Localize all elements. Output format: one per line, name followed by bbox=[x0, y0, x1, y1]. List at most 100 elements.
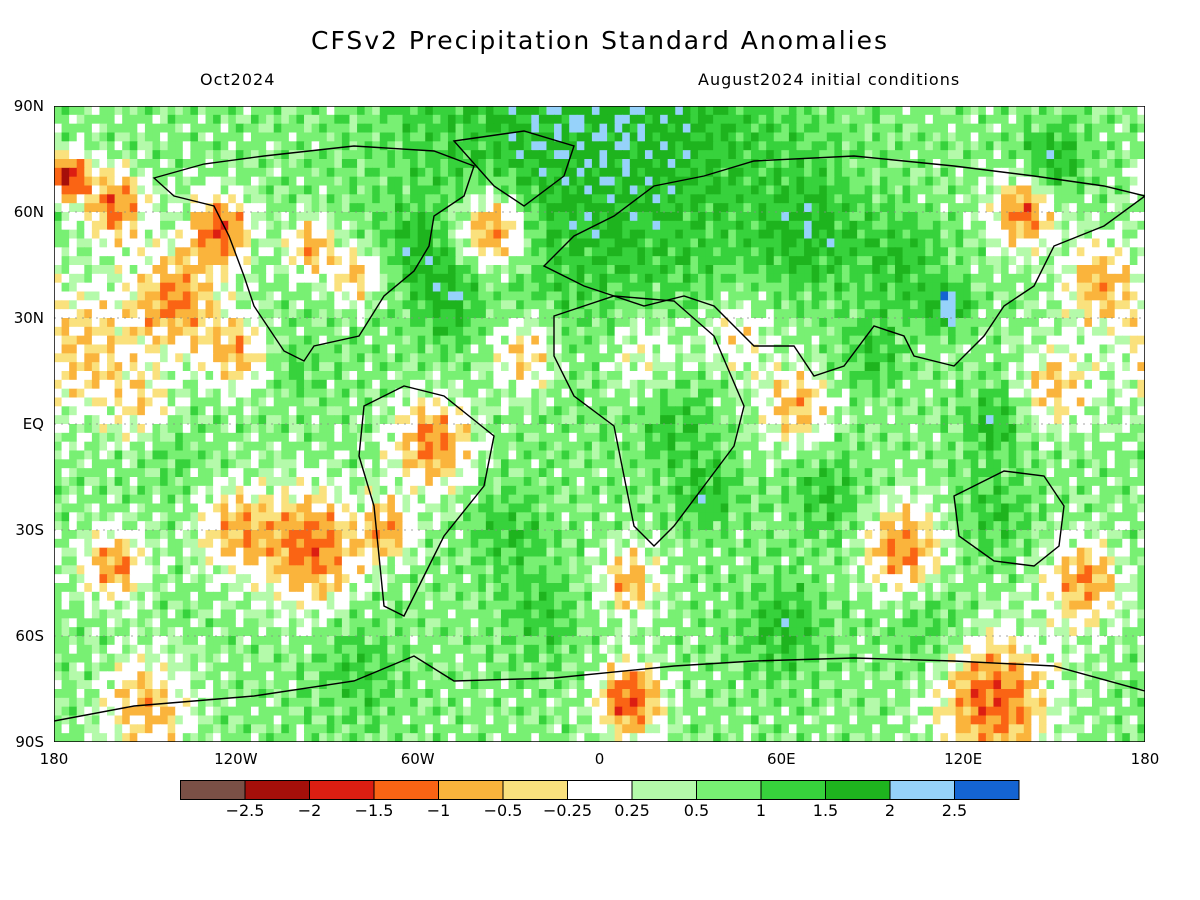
anomaly-cell bbox=[296, 326, 305, 337]
anomaly-cell bbox=[76, 238, 85, 248]
anomaly-cell bbox=[758, 185, 767, 195]
anomaly-cell bbox=[250, 159, 260, 169]
anomaly-cell bbox=[720, 123, 729, 134]
anomaly-cell bbox=[160, 344, 169, 354]
anomaly-cell bbox=[978, 106, 987, 116]
anomaly-cell bbox=[1122, 397, 1131, 407]
anomaly-cell bbox=[394, 106, 404, 116]
anomaly-cell bbox=[804, 335, 813, 346]
anomaly-cell bbox=[985, 353, 995, 363]
anomaly-cell bbox=[1114, 273, 1123, 284]
anomaly-cell bbox=[84, 318, 93, 328]
anomaly-cell bbox=[660, 300, 669, 310]
anomaly-cell bbox=[304, 123, 313, 134]
anomaly-cell bbox=[622, 185, 631, 195]
anomaly-cell bbox=[819, 371, 828, 381]
anomaly-cell bbox=[387, 238, 396, 248]
anomaly-cell bbox=[872, 150, 881, 160]
anomaly-cell bbox=[213, 406, 222, 416]
anomaly-cell bbox=[84, 300, 93, 310]
anomaly-cell bbox=[61, 406, 70, 416]
anomaly-cell bbox=[364, 212, 373, 222]
anomaly-cell bbox=[1107, 344, 1116, 354]
anomaly-cell bbox=[531, 220, 540, 231]
anomaly-cell bbox=[637, 326, 646, 337]
anomaly-cell bbox=[114, 256, 123, 266]
anomaly-cell bbox=[834, 176, 843, 187]
anomaly-cell bbox=[1122, 159, 1131, 169]
anomaly-cell bbox=[107, 229, 116, 240]
anomaly-cell bbox=[144, 114, 154, 125]
anomaly-cell bbox=[501, 300, 510, 310]
anomaly-cell bbox=[91, 309, 101, 319]
anomaly-cell bbox=[319, 265, 328, 275]
anomaly-cell bbox=[296, 300, 305, 310]
anomaly-cell bbox=[501, 203, 510, 213]
anomaly-cell bbox=[554, 194, 563, 204]
anomaly-cell bbox=[690, 362, 699, 372]
anomaly-cell bbox=[175, 176, 184, 187]
anomaly-cell bbox=[447, 247, 457, 257]
anomaly-cell bbox=[137, 203, 146, 213]
anomaly-cell bbox=[281, 282, 290, 293]
anomaly-cell bbox=[523, 238, 532, 248]
anomaly-cell bbox=[826, 388, 835, 399]
anomaly-cell bbox=[720, 326, 729, 337]
anomaly-cell bbox=[940, 256, 949, 266]
anomaly-cell bbox=[213, 265, 222, 275]
anomaly-cell bbox=[402, 247, 411, 257]
anomaly-cell bbox=[576, 353, 585, 363]
anomaly-cell bbox=[463, 406, 472, 416]
anomaly-cell bbox=[948, 318, 957, 328]
anomaly-cell bbox=[1107, 371, 1116, 381]
anomaly-cell bbox=[1001, 335, 1010, 346]
anomaly-cell bbox=[660, 256, 669, 266]
anomaly-cell bbox=[432, 123, 441, 134]
anomaly-cell bbox=[660, 282, 669, 293]
anomaly-cell bbox=[1091, 344, 1101, 354]
anomaly-cell bbox=[841, 167, 851, 178]
anomaly-cell bbox=[690, 344, 699, 354]
anomaly-cell bbox=[319, 406, 328, 416]
anomaly-cell bbox=[372, 388, 381, 399]
anomaly-cell bbox=[205, 406, 214, 416]
anomaly-cell bbox=[228, 123, 237, 134]
anomaly-cell bbox=[766, 123, 775, 134]
anomaly-cell bbox=[175, 300, 184, 310]
anomaly-cell bbox=[531, 212, 540, 222]
anomaly-cell bbox=[720, 150, 729, 160]
anomaly-cell bbox=[985, 220, 995, 231]
anomaly-cell bbox=[84, 238, 93, 248]
anomaly-cell bbox=[599, 300, 608, 310]
anomaly-cell bbox=[182, 229, 191, 240]
anomaly-cell bbox=[152, 212, 161, 222]
anomaly-cell bbox=[993, 194, 1002, 204]
anomaly-cell bbox=[326, 406, 335, 416]
anomaly-cell bbox=[250, 141, 260, 151]
anomaly-cell bbox=[228, 106, 237, 116]
anomaly-cell bbox=[1107, 123, 1116, 134]
anomaly-cell bbox=[319, 212, 328, 222]
anomaly-cell bbox=[546, 123, 555, 134]
anomaly-cell bbox=[235, 379, 245, 390]
anomaly-cell bbox=[394, 300, 404, 310]
anomaly-cell bbox=[1114, 397, 1123, 407]
anomaly-cell bbox=[1001, 194, 1010, 204]
anomaly-cell bbox=[720, 185, 729, 195]
anomaly-cell bbox=[455, 141, 464, 151]
anomaly-cell bbox=[1107, 150, 1116, 160]
anomaly-cell bbox=[311, 371, 320, 381]
anomaly-cell bbox=[447, 114, 457, 125]
anomaly-cell bbox=[667, 362, 676, 372]
anomaly-cell bbox=[190, 132, 199, 142]
anomaly-cell bbox=[629, 132, 638, 142]
anomaly-cell bbox=[493, 353, 502, 363]
anomaly-cell bbox=[637, 397, 646, 407]
anomaly-cell bbox=[705, 379, 714, 390]
anomaly-cell bbox=[1107, 256, 1116, 266]
anomaly-cell bbox=[478, 203, 487, 213]
anomaly-cell bbox=[751, 371, 760, 381]
anomaly-cell bbox=[993, 203, 1002, 213]
anomaly-cell bbox=[137, 388, 146, 399]
anomaly-cell bbox=[773, 203, 782, 213]
